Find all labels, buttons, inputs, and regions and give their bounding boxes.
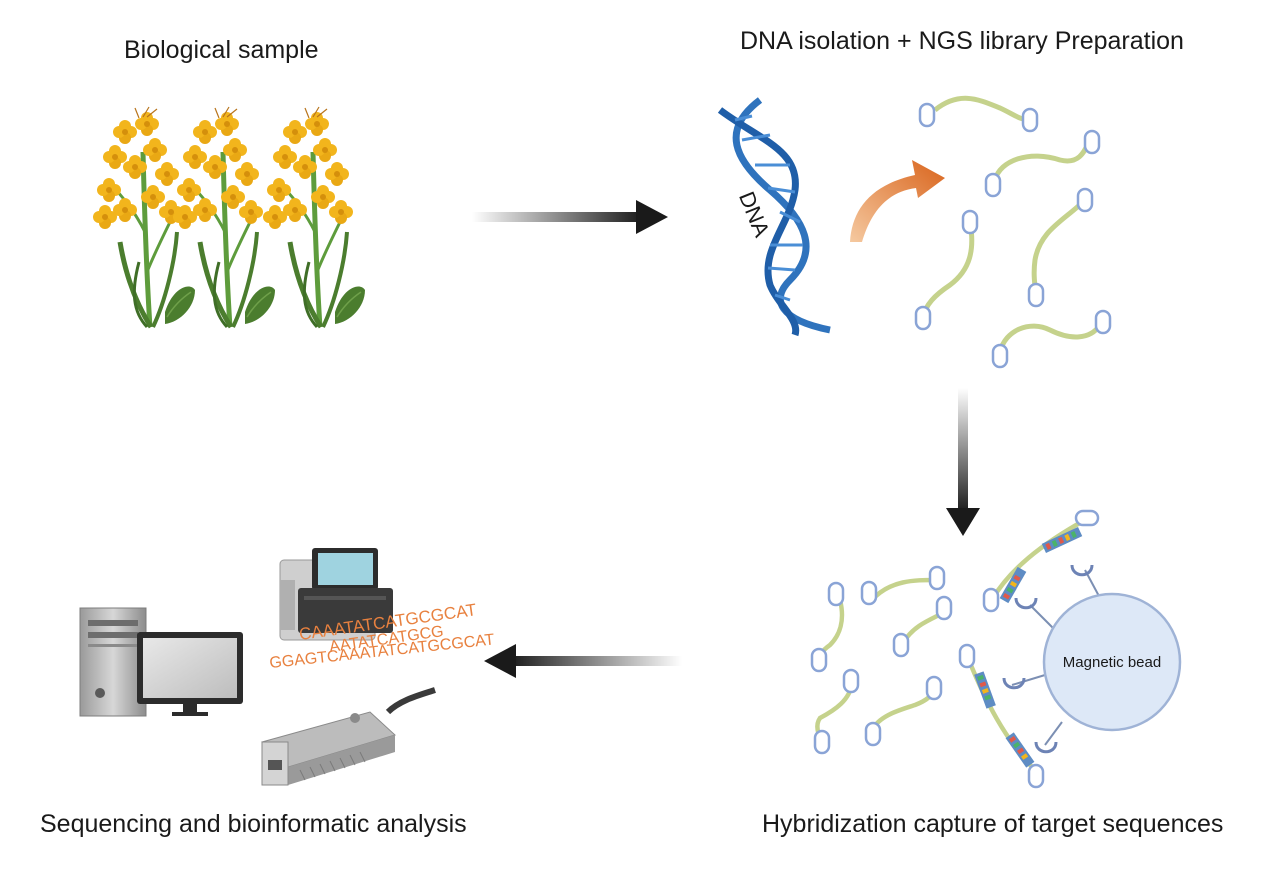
nanopore-device-icon	[261, 687, 436, 786]
hybridization-fragments	[815, 518, 1087, 772]
arrow-left	[484, 644, 682, 678]
step-label-dna-isolation: DNA isolation + NGS library Preparation	[740, 27, 1184, 55]
arrow-down	[946, 388, 980, 536]
step-label-biological-sample: Biological sample	[124, 36, 319, 64]
orange-curved-arrow	[850, 160, 945, 242]
magnetic-bead-label: Magnetic bead	[1063, 654, 1161, 671]
bead-connectors	[1002, 564, 1101, 754]
step-label-sequencing: Sequencing and bioinformatic analysis	[40, 810, 467, 838]
dna-helix-icon	[717, 97, 831, 337]
dna-label: DNA	[734, 188, 775, 241]
canola-plant-icon	[93, 107, 365, 327]
adapter-icons	[914, 102, 1112, 369]
dna-fragments	[920, 95, 1103, 353]
magnetic-bead: Magnetic bead	[1042, 592, 1182, 732]
capture-probes	[974, 527, 1083, 768]
benchtop-sequencer-icon	[279, 548, 393, 641]
desktop-computer-icon	[79, 607, 243, 717]
arrow-right	[472, 200, 668, 234]
step-label-hybridization: Hybridization capture of target sequence…	[762, 810, 1224, 838]
